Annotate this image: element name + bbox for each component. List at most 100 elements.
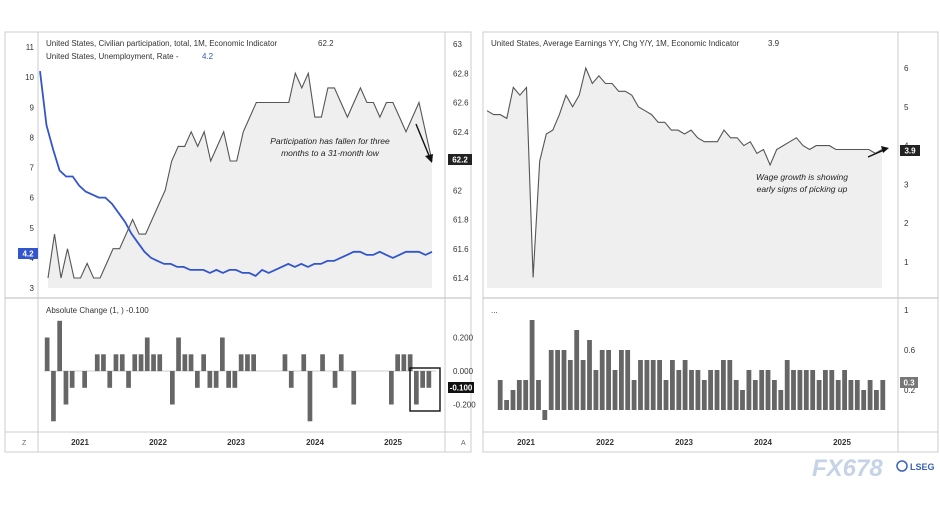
right-time-tick: 2023 <box>675 438 693 447</box>
participation-line <box>47 71 433 279</box>
earnings-title-value: 3.9 <box>768 39 780 48</box>
change-bar <box>338 354 344 372</box>
earnings-change-bar <box>803 370 809 410</box>
earnings-arrow-head <box>881 146 889 153</box>
change-bar <box>69 371 75 388</box>
earnings-change-bar <box>587 340 592 410</box>
watermark-logo-icon <box>896 460 908 472</box>
change-bar <box>107 371 113 388</box>
earnings-change-bar <box>638 360 643 410</box>
earnings-change-bar <box>670 360 675 410</box>
participation-annotation-line2: months to a 31-month low <box>281 148 380 158</box>
change-bar <box>238 354 244 372</box>
earnings-change-bar <box>714 370 720 410</box>
earnings-change-bar <box>733 380 739 410</box>
change-axis-tick: 0.200 <box>453 334 474 343</box>
earnings-annotation-line1: Wage growth is showing <box>756 172 848 182</box>
left-time-tick: 2023 <box>227 438 245 447</box>
change-bar <box>301 354 307 372</box>
earnings-change-bar <box>797 370 803 410</box>
earnings-change-bar <box>676 370 682 410</box>
change-bar <box>307 371 313 422</box>
change-bar <box>126 371 131 388</box>
change-bar <box>395 354 400 372</box>
earnings-change-last-label: 0.3 <box>903 379 915 388</box>
earnings-change-bar <box>663 380 669 410</box>
earnings-change-bar <box>536 380 541 410</box>
earnings-change-bar <box>740 390 745 410</box>
earnings-change-bar <box>842 370 847 410</box>
earnings-change-bar <box>650 360 656 410</box>
earnings-change-bar <box>778 390 784 410</box>
unemployment-axis-tick: 9 <box>30 103 35 112</box>
change-bar <box>94 354 100 372</box>
participation-last-label: 62.2 <box>452 156 468 165</box>
change-bar <box>426 371 432 388</box>
earnings-change-bar <box>689 370 694 410</box>
participation-axis-tick: 61.6 <box>453 245 469 254</box>
earnings-change-bar <box>829 370 835 410</box>
change-bar <box>407 354 413 372</box>
right-time-tick: 2022 <box>596 438 614 447</box>
unemployment-title-value: 4.2 <box>202 52 214 61</box>
earnings-change-bar <box>529 320 535 410</box>
change-bar <box>101 354 106 372</box>
earnings-change-bar <box>561 350 567 410</box>
change-bar <box>182 354 188 372</box>
change-bar <box>288 371 294 388</box>
unemployment-last-label: 4.2 <box>22 250 34 259</box>
right-time-tick: 2024 <box>754 438 772 447</box>
earnings-annotation-line2: early signs of picking up <box>757 184 848 194</box>
earnings-change-bar <box>874 390 879 410</box>
earnings-change-bar <box>695 370 701 410</box>
change-bar <box>232 371 238 388</box>
earnings-area-group <box>487 68 882 288</box>
change-bar <box>226 371 231 388</box>
earnings-change-bar <box>631 380 637 410</box>
change-axis-tick: 0.000 <box>453 367 474 376</box>
change-bar <box>201 354 206 372</box>
change-bar <box>57 320 62 372</box>
change-bar <box>245 354 250 372</box>
change-bar <box>332 371 338 388</box>
earnings-change-bar <box>599 350 605 410</box>
earnings-axis-tick: 2 <box>904 219 909 228</box>
unemployment-axis-tick: 7 <box>30 164 35 173</box>
earnings-change-bar <box>567 360 573 410</box>
change-axis-tick: -0.200 <box>453 401 476 410</box>
earnings-change-last-badge <box>900 377 918 388</box>
change-last-label: -0.100 <box>450 384 473 393</box>
left-time-tick: 2025 <box>384 438 402 447</box>
watermark-brand: FX678 <box>812 455 883 482</box>
series-lines-group <box>39 66 883 279</box>
earnings-change-bar <box>791 370 796 410</box>
earnings-change-bar <box>497 380 503 410</box>
earnings-change-bar <box>701 380 707 410</box>
participation-axis-tick: 61.4 <box>453 274 469 283</box>
participation-axis-tick: 62 <box>453 186 462 195</box>
earnings-change-bar <box>765 370 771 410</box>
participation-annotation-arrow <box>415 123 431 159</box>
earnings-change-bar <box>682 360 688 410</box>
change-bar <box>251 354 256 372</box>
change-bar <box>51 371 56 422</box>
earnings-change-bar <box>880 380 886 410</box>
earnings-change-axis-tick: 0.6 <box>904 346 916 355</box>
earnings-change-bar <box>727 360 733 410</box>
change-bar <box>82 371 87 388</box>
change-bar <box>213 371 219 388</box>
earnings-change-bar <box>606 350 611 410</box>
earnings-change-bar <box>504 400 509 410</box>
earnings-change-bar <box>861 390 867 410</box>
change-bar <box>157 354 163 372</box>
earnings-change-bar <box>752 380 758 410</box>
unemployment-axis-tick: 10 <box>25 73 34 82</box>
change-bar <box>320 354 325 372</box>
earnings-change-bar <box>810 370 816 410</box>
participation-axis-tick: 63 <box>453 40 462 49</box>
earnings-change-bar <box>867 380 873 410</box>
change-bar <box>220 337 225 371</box>
earnings-axis-tick: 6 <box>904 64 909 73</box>
